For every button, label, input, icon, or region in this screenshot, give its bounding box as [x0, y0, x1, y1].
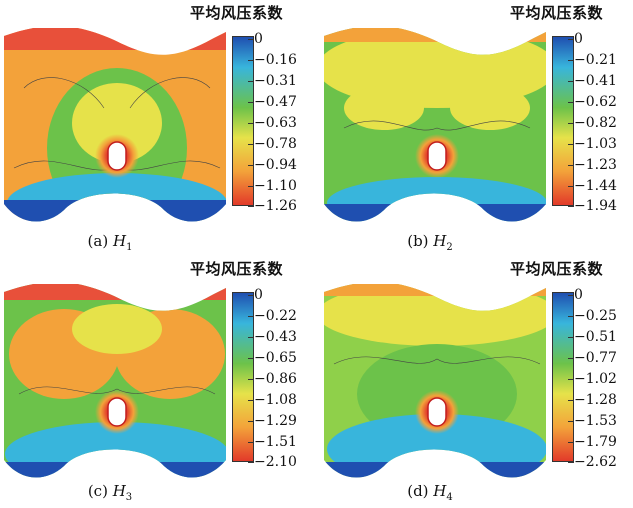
tick-label: −0.82 — [568, 115, 617, 131]
central-hole — [107, 141, 127, 171]
tick-label: −0.94 — [248, 157, 297, 173]
contour-plot-b — [324, 28, 546, 222]
panel-caption: (c) H3 — [10, 482, 210, 503]
colorbar-title: 平均风压系数 — [190, 260, 284, 278]
tick-label: −0.78 — [248, 136, 297, 152]
tick-label: 0 — [248, 31, 263, 47]
tick-label: 0 — [568, 31, 583, 47]
tick-label: −1.44 — [568, 178, 617, 194]
tick-label: −0.77 — [568, 350, 617, 366]
tick-label: −1.23 — [568, 157, 617, 173]
tick-label: −0.47 — [248, 94, 297, 110]
contour-plot-a — [4, 28, 226, 222]
panel-caption: (d) H4 — [330, 482, 530, 503]
caption-var: H — [433, 232, 447, 250]
tick-label: −0.41 — [568, 73, 617, 89]
tick-label: −1.29 — [248, 413, 297, 429]
caption-var: H — [433, 482, 447, 500]
tick-label: −0.21 — [568, 52, 617, 68]
caption-var: H — [112, 232, 127, 250]
tick-label: −1.10 — [248, 178, 297, 194]
tick-label: −0.62 — [568, 94, 617, 110]
tick-label: 0 — [568, 287, 583, 303]
caption-var: H — [112, 482, 126, 500]
tick-label: −1.53 — [568, 413, 617, 429]
tick-label: −0.65 — [248, 350, 297, 366]
contour-plot-d — [324, 284, 546, 478]
central-hole — [427, 397, 447, 427]
central-hole — [427, 141, 447, 171]
colorbar — [232, 292, 254, 462]
caption-sub: 3 — [125, 492, 133, 503]
panel-caption: (b) H2 — [330, 232, 530, 253]
tick-label: −2.62 — [568, 454, 617, 470]
tick-label: 0 — [248, 287, 263, 303]
tick-label: −1.79 — [568, 434, 617, 450]
tick-label: −0.31 — [248, 73, 297, 89]
panel-a: 平均风压系数 0 −0.16 −0.31 −0.47 −0.63 −0.78 −… — [0, 0, 316, 253]
panel-caption: (a) H1 — [10, 232, 210, 253]
caption-sub: 1 — [126, 242, 133, 253]
panel-b: 平均风压系数 0 −0.21 −0.41 −0.62 −0.82 −1.03 −… — [320, 0, 633, 253]
tick-label: −1.03 — [568, 136, 617, 152]
tick-label: −0.86 — [248, 371, 297, 387]
central-hole — [107, 397, 127, 427]
tick-label: −1.26 — [248, 198, 297, 214]
caption-label: (b) — [407, 232, 434, 250]
tick-label: −1.94 — [568, 198, 617, 214]
panel-d: 平均风压系数 0 −0.25 −0.51 −0.77 −1.02 −1.28 −… — [320, 256, 633, 508]
contour-plot-c — [4, 284, 226, 478]
tick-label: −1.08 — [248, 392, 297, 408]
panel-c: 平均风压系数 0 −0.22 −0.43 −0.65 −0.86 −1.08 −… — [0, 256, 316, 508]
colorbar — [552, 292, 574, 462]
tick-label: −1.51 — [248, 434, 297, 450]
tick-label: −0.22 — [248, 308, 297, 324]
colorbar-title: 平均风压系数 — [510, 4, 604, 22]
caption-label: (d) — [407, 482, 434, 500]
colorbar — [232, 36, 254, 206]
colorbar-title: 平均风压系数 — [510, 260, 604, 278]
tick-label: −0.16 — [248, 52, 297, 68]
colorbar-title: 平均风压系数 — [190, 4, 284, 22]
caption-label: (a) — [87, 232, 113, 250]
tick-label: −0.63 — [248, 115, 297, 131]
caption-sub: 4 — [446, 492, 453, 503]
tick-label: −0.25 — [568, 308, 617, 324]
tick-label: −1.02 — [568, 371, 617, 387]
tick-label: −0.43 — [248, 329, 297, 345]
colorbar — [552, 36, 574, 206]
caption-sub: 2 — [446, 242, 453, 253]
caption-label: (c) — [87, 482, 113, 500]
tick-label: −1.28 — [568, 392, 617, 408]
tick-label: −0.51 — [568, 329, 617, 345]
tick-label: −2.10 — [248, 454, 297, 470]
